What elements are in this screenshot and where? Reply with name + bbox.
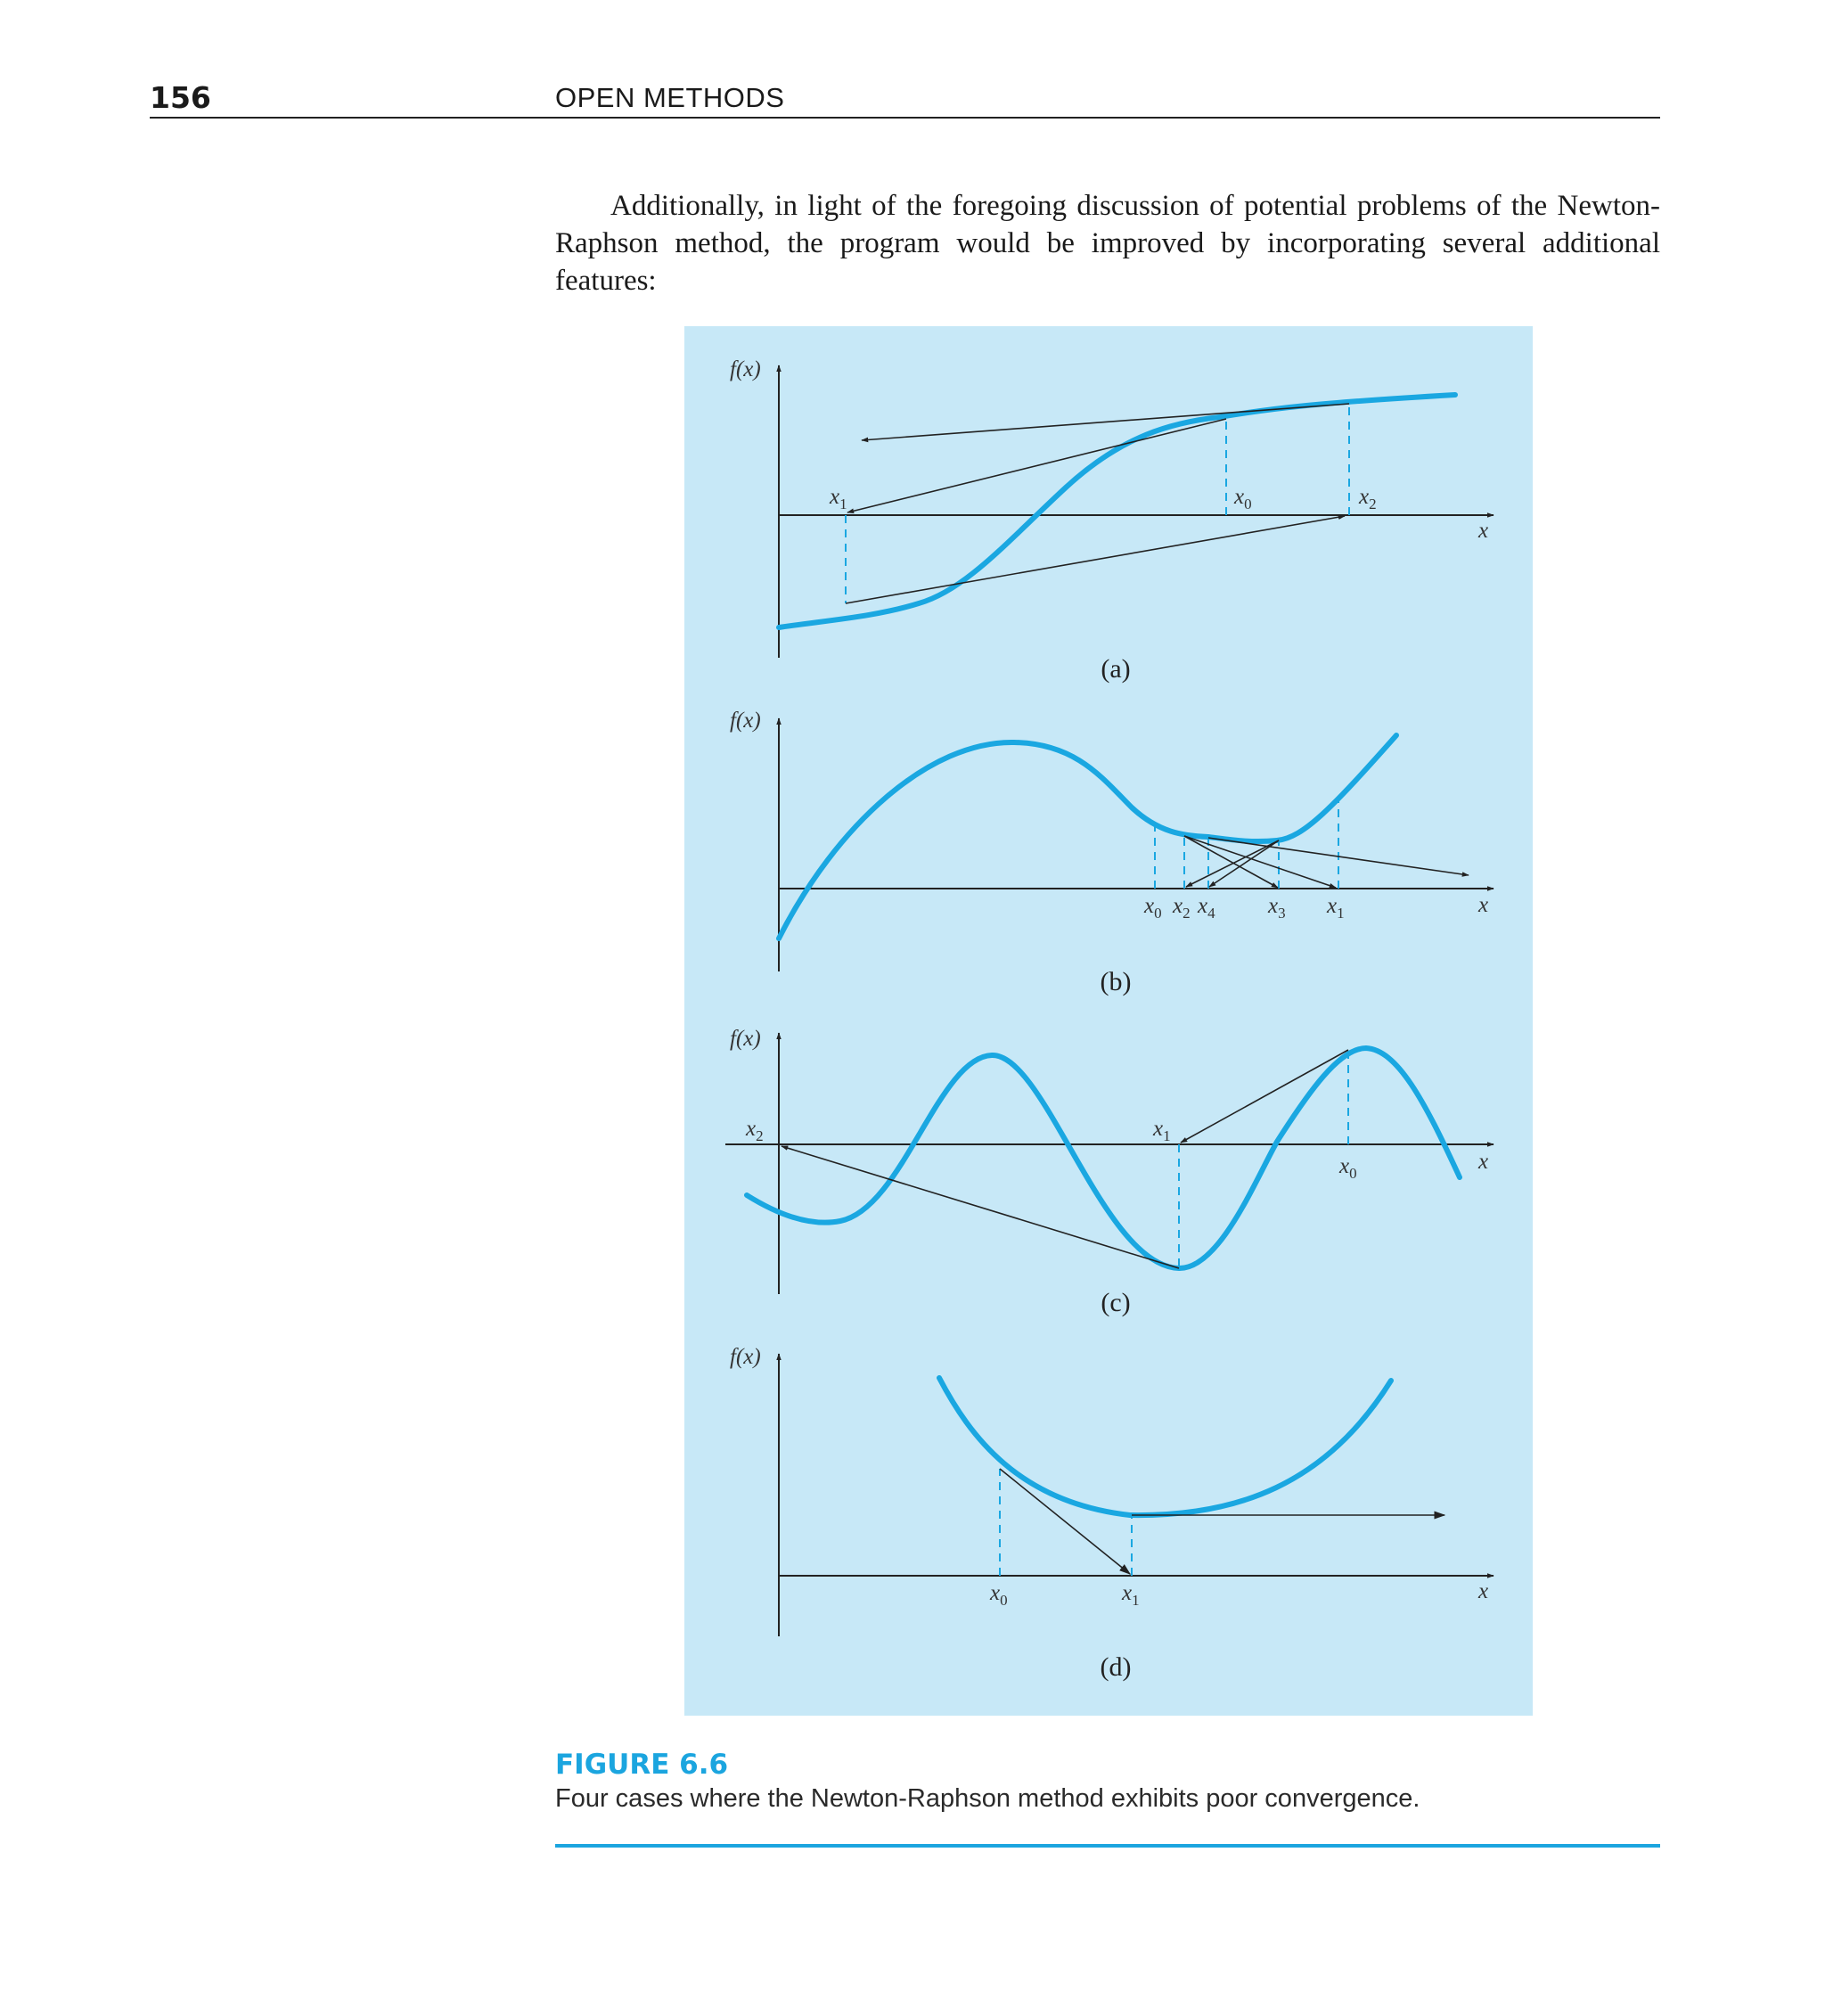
panel-a-point-x0: x0 [1233, 485, 1252, 512]
panel-a-tangent-3 [861, 403, 1350, 443]
panel-d: f(x) x x0 x1 (d) [730, 1345, 1494, 1682]
panel-b-y-label: f(x) [730, 709, 761, 733]
body-paragraph: Additionally, in light of the foregoing … [555, 190, 1660, 297]
panel-a: f(x) x x1 x0 x2 (a) [730, 357, 1494, 684]
header-rule [150, 117, 1660, 119]
panel-c-point-x2: x2 [745, 1117, 764, 1144]
figure-caption: Four cases where the Newton-Raphson meth… [555, 1784, 1420, 1813]
panel-b-point-x4: x4 [1197, 894, 1215, 922]
caption-rule [555, 1844, 1660, 1848]
panel-b-x-label: x [1477, 893, 1488, 917]
running-head: OPEN METHODS [555, 82, 785, 113]
panel-c-y-label: f(x) [730, 1027, 761, 1051]
panel-d-curve [937, 1375, 1394, 1519]
panel-b-point-x3: x3 [1267, 894, 1286, 922]
panel-c-point-x0: x0 [1338, 1154, 1357, 1182]
page-number: 156 [150, 80, 211, 115]
panel-d-point-x0: x0 [989, 1581, 1008, 1609]
panel-a-y-label: f(x) [730, 357, 761, 381]
panel-d-point-x1: x1 [1121, 1581, 1140, 1609]
panel-b-point-x0: x0 [1143, 894, 1162, 922]
panel-a-tangent-2 [845, 514, 1346, 604]
panel-b-tangent-3 [1185, 840, 1280, 888]
figure-label: FIGURE 6.6 [555, 1749, 729, 1781]
panel-b: f(x) x x0 x2 x4 x3 x1 (b) [730, 709, 1494, 996]
panel-b-point-x1: x1 [1326, 894, 1345, 922]
panel-c-x-label: x [1477, 1150, 1488, 1174]
panel-c-tag: (c) [1101, 1288, 1130, 1317]
panel-c: f(x) x x2 x1 x0 (c) [725, 1027, 1494, 1317]
panel-c-curve [744, 1045, 1462, 1272]
panel-c-tangent-2 [781, 1145, 1180, 1269]
panel-a-tag: (a) [1101, 654, 1130, 684]
panel-b-point-x2: x2 [1172, 894, 1191, 922]
panel-a-point-x1: x1 [829, 485, 847, 512]
panel-a-x-label: x [1477, 519, 1488, 543]
figure-panel: f(x) x x1 x0 x2 (a) f(x) x x0 x2 x4 x3 x… [684, 326, 1533, 1716]
panel-b-tangent-5 [1207, 837, 1469, 877]
panel-b-tangent-2 [1183, 835, 1279, 889]
panel-d-y-label: f(x) [730, 1345, 761, 1369]
panel-a-point-x2: x2 [1358, 485, 1377, 512]
panel-c-point-x1: x1 [1152, 1117, 1171, 1144]
panel-c-tangent-1 [1180, 1049, 1349, 1143]
panel-b-tangent-4 [1208, 840, 1280, 888]
panel-b-tangent-1 [1183, 835, 1337, 889]
panel-a-curve [776, 392, 1458, 630]
panel-d-tangent-1 [999, 1468, 1132, 1575]
figure-diagram: f(x) x x1 x0 x2 (a) f(x) x x0 x2 x4 x3 x… [725, 357, 1494, 1682]
panel-d-tag: (d) [1101, 1652, 1132, 1682]
panel-a-tangent-1 [847, 418, 1227, 513]
panel-d-x-label: x [1477, 1579, 1488, 1603]
panel-b-curve [776, 733, 1399, 941]
panel-b-tag: (b) [1101, 967, 1132, 996]
